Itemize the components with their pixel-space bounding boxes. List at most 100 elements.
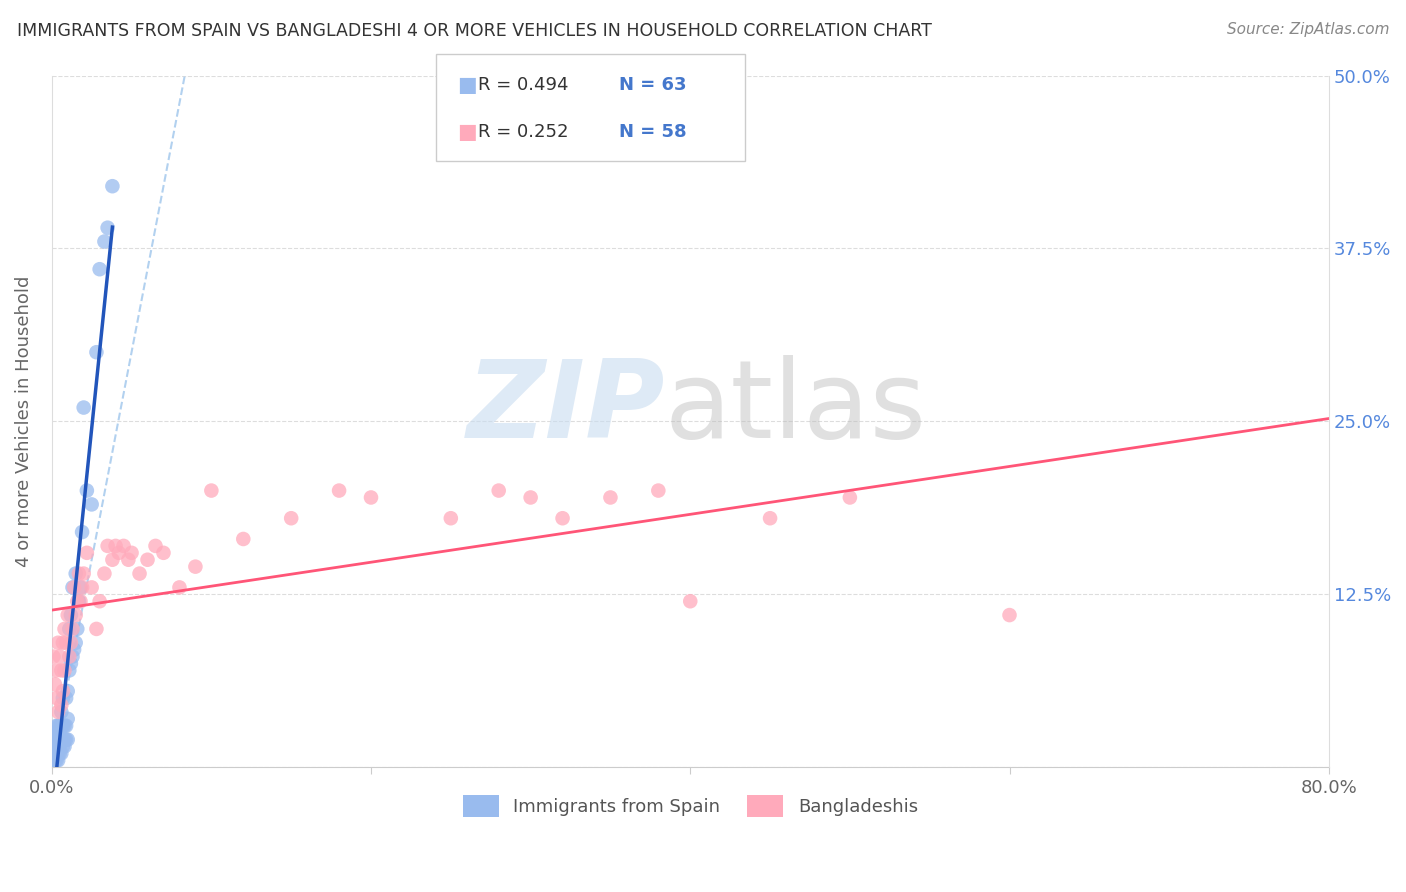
Point [66,622,89,636]
Text: Source: ZipAtlas.com: Source: ZipAtlas.com [1226,22,1389,37]
Point [89,262,111,277]
Point [184,559,207,574]
Point [56,608,79,623]
Point [360,491,382,505]
Point [136,553,159,567]
Point [97,539,120,553]
Text: R = 0.252: R = 0.252 [478,122,568,141]
Text: R = 0.494: R = 0.494 [478,77,568,95]
Point [73,401,96,415]
Point [679,594,702,608]
Point [52,684,75,698]
Point [89,594,111,608]
Point [93,235,115,249]
Point [101,553,124,567]
Point [48,649,70,664]
Point [46,719,69,733]
Point [551,511,574,525]
Point [232,532,254,546]
Point [519,491,541,505]
Point [97,220,120,235]
Point [121,546,143,560]
Point [488,483,510,498]
Point [58,622,80,636]
Point [55,719,77,733]
Point [759,511,782,525]
Point [647,483,669,498]
Point [55,732,77,747]
Point [152,546,174,560]
Point [73,566,96,581]
Point [53,664,76,678]
Point [58,664,80,678]
Point [59,636,82,650]
Point [52,636,75,650]
Point [328,483,350,498]
Point [70,524,93,539]
Point [52,691,75,706]
Point [42,732,65,747]
Point [46,725,69,739]
Point [52,732,75,747]
Point [48,719,70,733]
Point [51,705,73,719]
Point [62,581,84,595]
Text: N = 63: N = 63 [619,77,686,95]
Point [70,581,93,595]
Point [42,649,65,664]
Point [48,725,70,739]
Point [101,179,124,194]
Point [67,594,90,608]
Point [200,483,222,498]
Text: IMMIGRANTS FROM SPAIN VS BANGLADESHI 4 OR MORE VEHICLES IN HOUSEHOLD CORRELATION: IMMIGRANTS FROM SPAIN VS BANGLADESHI 4 O… [17,22,932,40]
Point [46,747,69,761]
Point [169,581,191,595]
Point [69,594,91,608]
Point [117,553,139,567]
Point [46,705,69,719]
Point [52,739,75,754]
Y-axis label: 4 or more Vehicles in Household: 4 or more Vehicles in Household [15,276,32,567]
Point [69,581,91,595]
Point [56,732,79,747]
Point [52,719,75,733]
Point [80,581,103,595]
Point [63,581,86,595]
Point [53,732,76,747]
Point [67,566,90,581]
Point [53,622,76,636]
Point [998,608,1021,623]
Text: ZIP: ZIP [467,354,665,460]
Point [44,725,66,739]
Legend: Immigrants from Spain, Bangladeshis: Immigrants from Spain, Bangladeshis [456,788,925,824]
Text: N = 58: N = 58 [619,122,686,141]
Point [838,491,860,505]
Point [59,608,82,623]
Point [280,511,302,525]
Point [56,712,79,726]
Point [51,747,73,761]
Point [62,649,84,664]
Point [48,739,70,754]
Point [48,732,70,747]
Point [45,691,67,706]
Point [112,539,135,553]
Point [42,739,65,754]
Point [55,636,77,650]
Point [51,664,73,678]
Point [76,546,98,560]
Point [65,608,87,623]
Point [44,753,66,767]
Point [44,747,66,761]
Point [46,732,69,747]
Point [55,691,77,706]
Point [107,546,129,560]
Point [58,649,80,664]
Point [93,566,115,581]
Point [62,622,84,636]
Point [45,739,67,754]
Point [440,511,463,525]
Text: ■: ■ [457,76,477,95]
Point [45,719,67,733]
Point [86,345,108,359]
